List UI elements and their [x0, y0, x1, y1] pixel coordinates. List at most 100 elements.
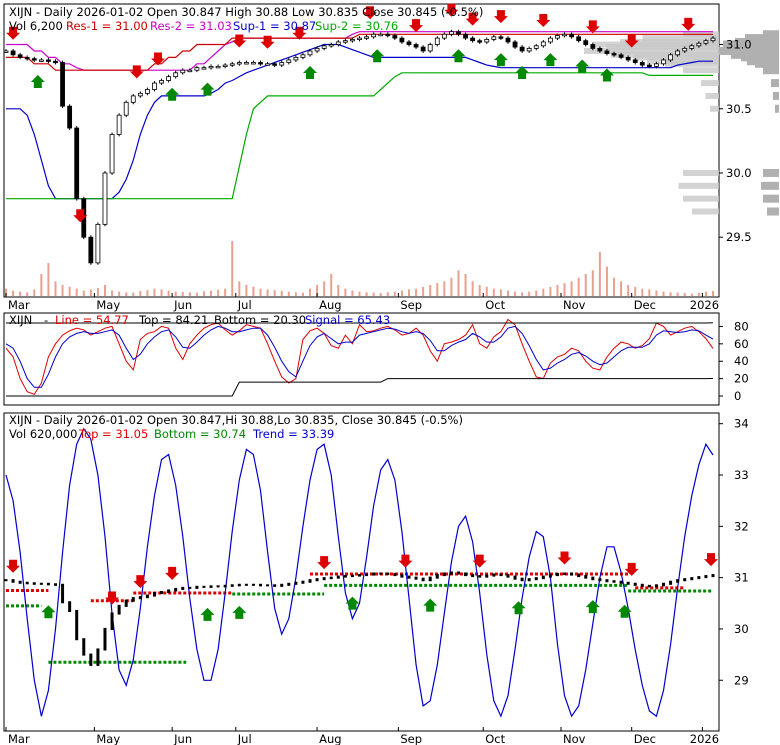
- down-arrow: [493, 10, 508, 24]
- volume-bar: [422, 286, 425, 296]
- volume-bar: [337, 285, 340, 296]
- candle-body: [258, 62, 263, 65]
- x-tick-label: May: [96, 298, 120, 312]
- down-arrow: [133, 575, 148, 589]
- candle-body: [413, 44, 419, 48]
- candle-body: [229, 63, 235, 66]
- volume-bar: [266, 289, 269, 296]
- candle-body: [399, 37, 405, 43]
- trend-price-mark: [541, 575, 545, 580]
- candle-body: [109, 134, 115, 174]
- candle-body: [590, 44, 596, 49]
- trend-price-mark: [209, 585, 213, 588]
- x-tick-label: Oct: [485, 298, 505, 312]
- trend-price-mark: [690, 577, 694, 581]
- y-tick-label: 29.5: [726, 230, 752, 244]
- volume-bar: [287, 291, 290, 296]
- down-arrow: [317, 556, 332, 570]
- trend-price-mark: [336, 575, 340, 579]
- candle-body: [597, 47, 603, 52]
- volume-bar: [245, 285, 248, 296]
- volume-bar: [103, 285, 106, 296]
- volume-bar: [372, 292, 375, 296]
- down-arrow: [232, 34, 247, 48]
- y-tick-label: 29: [734, 673, 749, 687]
- candle-body: [449, 31, 454, 35]
- candle-body: [236, 62, 242, 65]
- trend-price-mark: [435, 574, 439, 579]
- trend-price-mark: [520, 577, 524, 582]
- volume-bar: [89, 289, 92, 296]
- candle-body: [371, 33, 377, 38]
- volume-bar: [323, 281, 326, 296]
- candle-body: [378, 33, 384, 37]
- price-header-res2: Res-2 = 31.03: [150, 19, 232, 33]
- x-tick-label: Sep: [400, 298, 422, 312]
- y-tick-label: 30.5: [726, 102, 752, 116]
- candle-body: [116, 114, 122, 135]
- candle-body: [661, 59, 666, 65]
- trend-price-mark: [61, 583, 65, 604]
- trend-price-mark: [53, 583, 57, 586]
- trend-price-mark: [32, 582, 36, 585]
- volume-profile-bar: [683, 67, 719, 74]
- down-arrow: [105, 591, 120, 605]
- trend-price-mark: [280, 583, 284, 587]
- volume-profile-bar: [775, 104, 779, 113]
- stochastic-panel: 80 60 40 20 0 XIJN - Line = 54.77 Top = 84.2…: [3, 312, 749, 406]
- trend-price-mark: [195, 585, 199, 589]
- volume-bar: [146, 290, 149, 296]
- trend-price-mark: [39, 582, 43, 585]
- trend-price-mark: [577, 573, 581, 578]
- volume-bar: [598, 252, 601, 296]
- candle-body: [307, 50, 313, 56]
- trend-price-mark: [619, 580, 623, 584]
- candle-body: [710, 37, 716, 42]
- candle-body: [505, 37, 511, 43]
- down-arrow: [151, 52, 166, 66]
- x-tick-label: May: [96, 732, 120, 745]
- trend-header-vol: Vol 620,000: [9, 427, 77, 441]
- candle-body: [491, 36, 497, 40]
- volume-bar: [429, 285, 432, 296]
- price-header-line1: XIJN - Daily 2026-01-02 Open 30.847 High…: [9, 5, 483, 19]
- candle-body: [208, 65, 214, 69]
- volume-bar: [153, 288, 156, 296]
- candle-body: [555, 35, 560, 39]
- volume-bar: [485, 286, 488, 296]
- down-arrow: [444, 3, 459, 17]
- stochastic-bottom-line: [6, 377, 714, 397]
- volume-bar: [75, 288, 78, 296]
- up-arrow: [599, 68, 614, 82]
- trend-price-mark: [711, 574, 715, 578]
- price-panel: 31.0 30.5 30.0 29.5 Mar May Jun Jul Aug Sep Oct No…: [3, 3, 779, 312]
- volume-bar: [5, 288, 7, 296]
- volume-bar: [139, 290, 142, 296]
- up-arrow: [370, 49, 385, 63]
- trend-price-mark: [555, 573, 559, 577]
- stochastic-header-top: Top = 84.21: [138, 313, 208, 327]
- volume-bar: [627, 285, 630, 296]
- down-arrow: [73, 209, 88, 223]
- volume-bar: [125, 292, 128, 296]
- trend-price-mark: [237, 583, 241, 587]
- candle-body: [293, 56, 299, 61]
- up-arrow: [423, 598, 438, 612]
- volume-bar: [26, 292, 29, 296]
- volume-bar: [499, 289, 502, 296]
- price-header-vol: Vol 6,200: [9, 19, 63, 33]
- candle-body: [24, 56, 30, 60]
- x-tick-label: Dec: [634, 298, 656, 312]
- y-tick-label: 0: [734, 389, 741, 403]
- trend-price-mark: [117, 604, 121, 615]
- candle-body: [38, 59, 44, 62]
- volume-profile-bar: [763, 168, 779, 177]
- volume-profile-bar: [665, 60, 719, 67]
- candle-body: [328, 44, 334, 47]
- trend-header-line1: XIJN - Daily 2026-01-02 Open 30.847,Hi 3…: [9, 413, 463, 427]
- trend-price-mark: [506, 574, 510, 578]
- candle-body: [519, 46, 525, 52]
- volume-bar: [690, 293, 693, 296]
- down-arrow: [6, 559, 21, 573]
- x-tick-label: Sep: [400, 732, 422, 745]
